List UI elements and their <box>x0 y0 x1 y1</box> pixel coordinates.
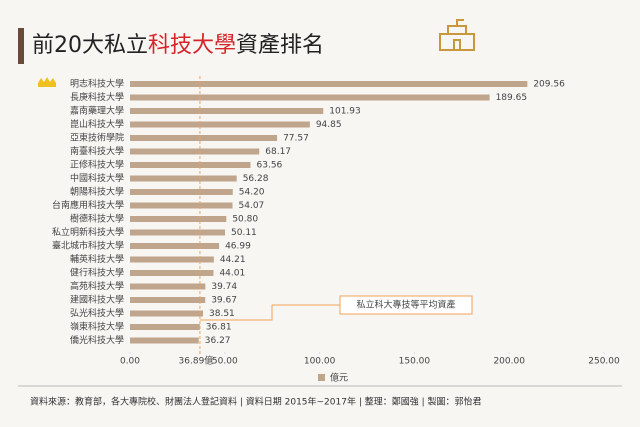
source-note: 資料來源：教育部，各大專院校、財團法人登記資料 | 資料日期 2015年~201… <box>30 396 481 408</box>
category-label: 明志科技大學 <box>70 78 124 90</box>
bar <box>130 81 528 87</box>
bar <box>130 297 206 303</box>
category-label: 長庚科技大學 <box>70 91 124 103</box>
bar <box>130 202 233 209</box>
value-label: 36.81 <box>206 323 232 333</box>
bar <box>130 337 199 344</box>
category-label: 臺北城市科技大學 <box>52 240 124 252</box>
value-label: 44.21 <box>220 255 246 265</box>
category-label: 崑山科技大學 <box>70 118 124 130</box>
value-label: 209.56 <box>533 80 565 90</box>
category-label: 高苑科技大學 <box>70 280 124 292</box>
chart-title: 前20大私立科技大學資產排名 <box>32 33 324 58</box>
bar <box>130 243 220 249</box>
average-label: 36.89億 <box>179 355 214 367</box>
category-label: 弘光科技大學 <box>70 307 124 319</box>
value-label: 50.80 <box>232 215 258 225</box>
legend-label: 億元 <box>330 372 348 384</box>
annotation-box <box>339 295 473 315</box>
x-tick-label: 50.00 <box>212 357 238 367</box>
category-label: 朝陽科技大學 <box>70 186 124 198</box>
bar <box>130 162 251 168</box>
value-label: 56.28 <box>243 174 269 184</box>
bar <box>130 229 226 236</box>
bar <box>130 310 204 317</box>
x-tick-label: 250.00 <box>588 357 620 367</box>
legend-swatch <box>318 374 325 381</box>
value-label: 68.17 <box>265 147 291 157</box>
bar <box>130 270 214 276</box>
category-label: 私立明新科技大學 <box>52 226 124 238</box>
x-tick-label: 200.00 <box>493 357 525 367</box>
category-label: 亞東技術學院 <box>70 132 124 144</box>
category-label: 嶺東科技大學 <box>70 321 124 333</box>
bar <box>130 135 278 141</box>
value-label: 36.27 <box>205 336 231 346</box>
value-label: 189.65 <box>496 93 528 103</box>
bar <box>130 216 227 222</box>
value-label: 63.56 <box>257 161 283 171</box>
value-label: 77.57 <box>283 134 309 144</box>
bar <box>130 148 260 155</box>
bar <box>130 121 310 128</box>
value-label: 101.93 <box>329 107 361 117</box>
school-icon <box>439 19 475 51</box>
bar <box>130 175 237 182</box>
annotation-connector <box>199 304 340 321</box>
category-label: 健行科技大學 <box>70 267 124 279</box>
category-label: 輔英科技大學 <box>70 253 124 265</box>
x-tick-label: 100.00 <box>304 357 336 367</box>
category-label: 正修科技大學 <box>70 159 124 171</box>
category-label: 南臺科技大學 <box>70 145 124 157</box>
value-label: 44.01 <box>219 269 245 279</box>
crown-icon <box>38 77 56 87</box>
title-highlight: 科技大學 <box>148 33 236 58</box>
value-label: 50.11 <box>231 228 257 238</box>
bar <box>130 283 206 290</box>
value-label: 39.67 <box>211 296 237 306</box>
x-tick-label: 150.00 <box>399 357 431 367</box>
category-label: 嘉南藥理大學 <box>70 105 124 117</box>
category-label: 建國科技大學 <box>70 294 124 306</box>
category-label: 中國科技大學 <box>70 172 124 184</box>
bar <box>130 189 233 195</box>
value-label: 54.07 <box>239 201 265 211</box>
title-part: 前20大私立 <box>32 33 148 58</box>
bar <box>130 108 324 114</box>
category-label: 僑光科技大學 <box>70 334 124 346</box>
value-label: 46.99 <box>225 242 251 252</box>
title-part: 資產排名 <box>236 33 324 58</box>
bar <box>130 324 200 330</box>
category-label: 樹德科技大學 <box>70 213 124 225</box>
title-accent <box>18 28 24 64</box>
category-label: 台南應用科技大學 <box>52 199 124 211</box>
value-label: 54.20 <box>239 188 265 198</box>
value-label: 39.74 <box>211 282 237 292</box>
value-label: 94.85 <box>316 120 342 130</box>
bar <box>130 256 214 263</box>
x-tick-label: 0.00 <box>120 357 140 367</box>
bar <box>130 94 490 101</box>
annotation-text: 私立科大專技等平均資產 <box>356 299 455 311</box>
value-label: 38.51 <box>209 309 235 319</box>
